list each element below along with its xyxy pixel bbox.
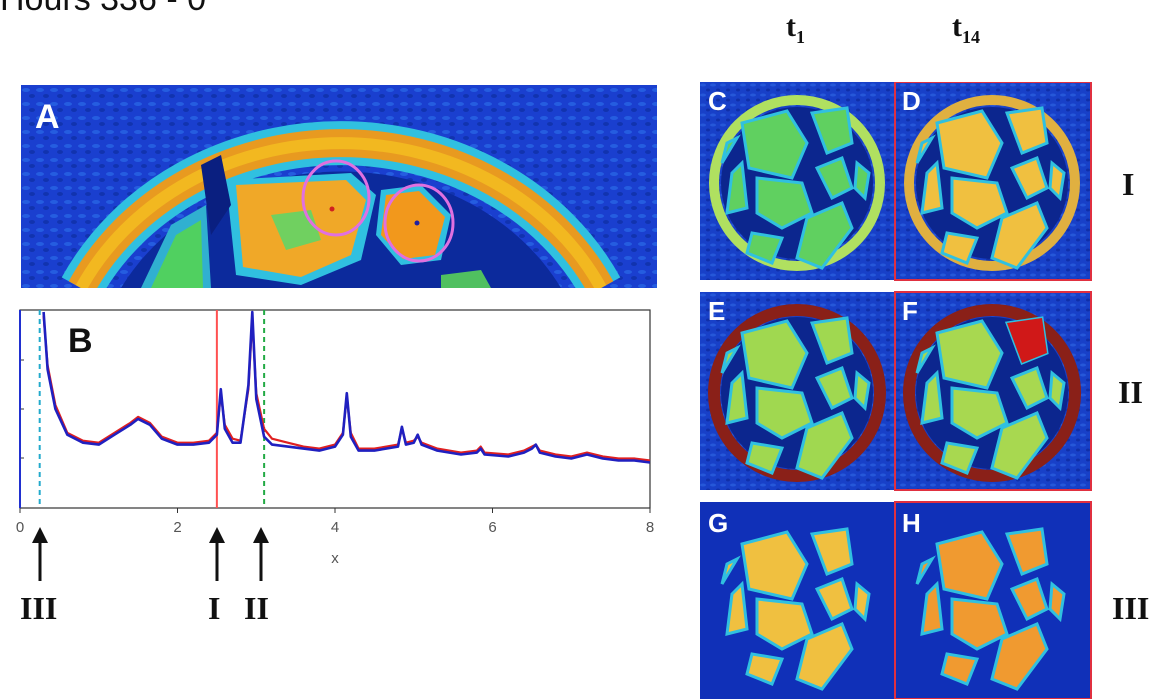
marker-arrows <box>32 527 269 581</box>
panel-c <box>700 82 895 280</box>
panel-label-g: G <box>708 508 729 538</box>
x-tick-label: 4 <box>331 519 339 536</box>
roi-circle-2 <box>383 183 455 263</box>
arrow-icon <box>253 527 269 581</box>
panel-b-chart: 0 2 4 6 8 x <box>16 309 654 567</box>
panel-e <box>700 292 895 490</box>
panel-g <box>700 502 895 699</box>
panel-label-d: D <box>902 86 921 116</box>
marker-label-II: II <box>244 590 269 626</box>
marker-label-I: I <box>208 590 221 626</box>
x-tick-label: 2 <box>173 519 181 536</box>
x-tick-label: 0 <box>16 519 24 536</box>
panel-f <box>894 291 1092 491</box>
panel-label-h: H <box>902 508 921 538</box>
row-label-III: III <box>1112 590 1150 626</box>
roi-circle-1 <box>301 159 371 237</box>
column-header-t1: t1 <box>786 10 805 47</box>
panel-h <box>894 501 1092 699</box>
column-header-t14: t14 <box>952 10 980 47</box>
x-tick-label: 8 <box>646 519 654 536</box>
arrow-icon <box>209 527 225 581</box>
row-label-I: I <box>1122 166 1135 202</box>
plot-frame <box>19 309 651 509</box>
panel-label-a: A <box>35 98 60 136</box>
panel-label-b: B <box>68 322 93 360</box>
marker-label-III: III <box>20 590 58 626</box>
panel-grid <box>700 82 1092 699</box>
panel-d <box>894 82 1092 281</box>
row-label-II: II <box>1118 374 1143 410</box>
cut-title: Hours 336 - 0 <box>0 0 206 19</box>
panel-label-e: E <box>708 296 726 326</box>
x-tick-label: 6 <box>488 519 496 536</box>
panel-label-f: F <box>902 296 918 326</box>
series-line-blue <box>42 310 651 464</box>
panel-label-c: C <box>708 86 727 116</box>
arrow-icon <box>32 527 48 581</box>
x-axis-label: x <box>331 550 339 567</box>
panel-a-image <box>21 85 657 288</box>
